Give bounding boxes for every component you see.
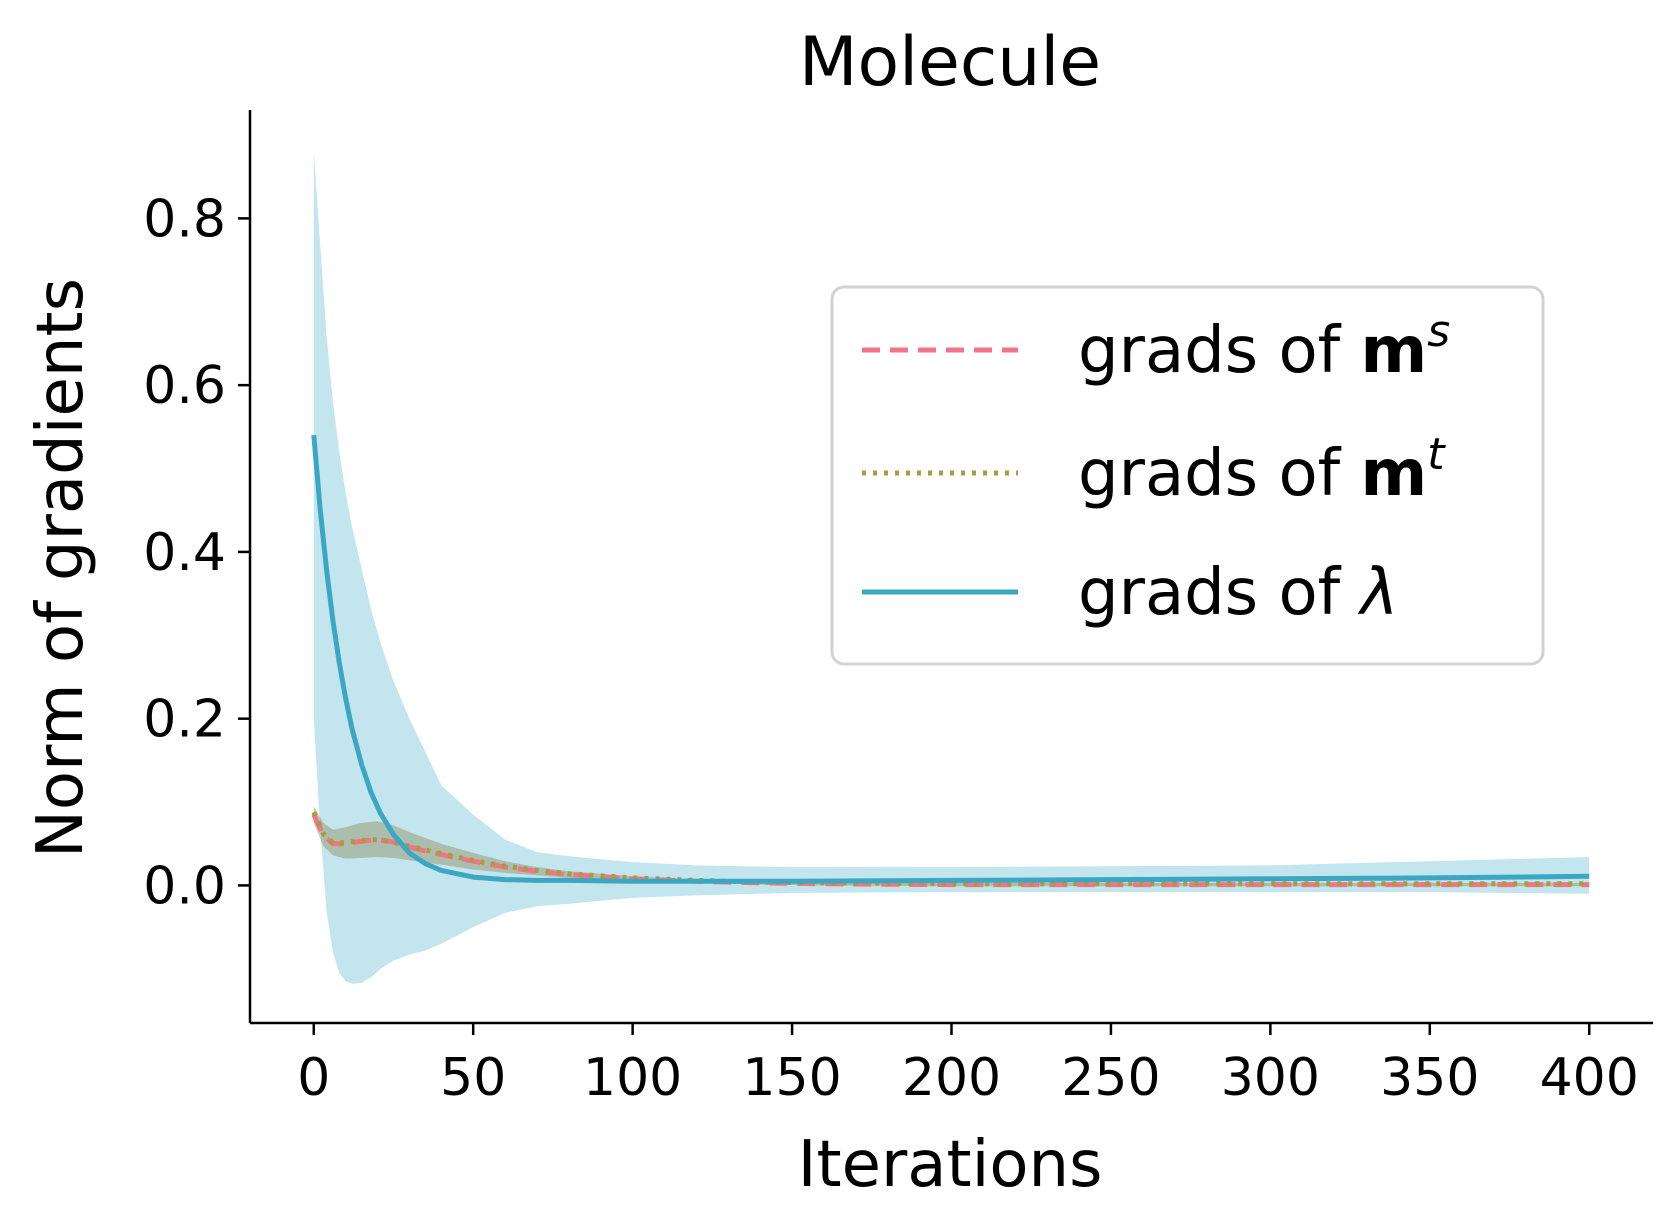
- band-lambda: [313, 151, 1590, 984]
- y-tick-label: 0.0: [143, 856, 226, 916]
- y-axis: 0.0 0.2 0.4 0.6 0.8: [143, 110, 252, 1023]
- x-tick-label: 250: [1061, 1048, 1160, 1108]
- y-tick-label: 0.8: [143, 189, 226, 249]
- y-tick-label: 0.2: [143, 690, 226, 750]
- y-tick-label: 0.4: [143, 523, 226, 583]
- x-axis: 0 50 100 150 200 250 300 350 400: [250, 1021, 1653, 1108]
- legend-items: grads of ms grads of mt grads of λ: [862, 306, 1450, 630]
- legend: grads of ms grads of mt grads of λ: [830, 285, 1545, 666]
- x-tick-label: 150: [742, 1048, 841, 1108]
- x-tick-label: 400: [1540, 1048, 1639, 1108]
- x-tick-label: 350: [1380, 1048, 1479, 1108]
- legend-frame: [830, 285, 1545, 666]
- legend-label: grads of ms: [1078, 306, 1450, 388]
- y-axis-label: Norm of gradients: [24, 278, 98, 858]
- legend-label: grads of λ: [1078, 556, 1398, 630]
- legend-label: grads of mt: [1078, 429, 1446, 511]
- x-tick-label: 0: [297, 1048, 330, 1108]
- x-tick-label: 50: [440, 1048, 506, 1108]
- y-tick-label: 0.6: [143, 356, 226, 416]
- x-tick-label: 100: [583, 1048, 682, 1108]
- series-line-1: [311, 811, 1590, 887]
- chart-title: Molecule: [799, 23, 1101, 102]
- plot-area: [311, 151, 1590, 984]
- x-tick-label: 200: [902, 1048, 1001, 1108]
- x-axis-label: Iterations: [798, 1128, 1103, 1202]
- x-tick-label: 300: [1221, 1048, 1320, 1108]
- series-line-2: [311, 434, 1590, 884]
